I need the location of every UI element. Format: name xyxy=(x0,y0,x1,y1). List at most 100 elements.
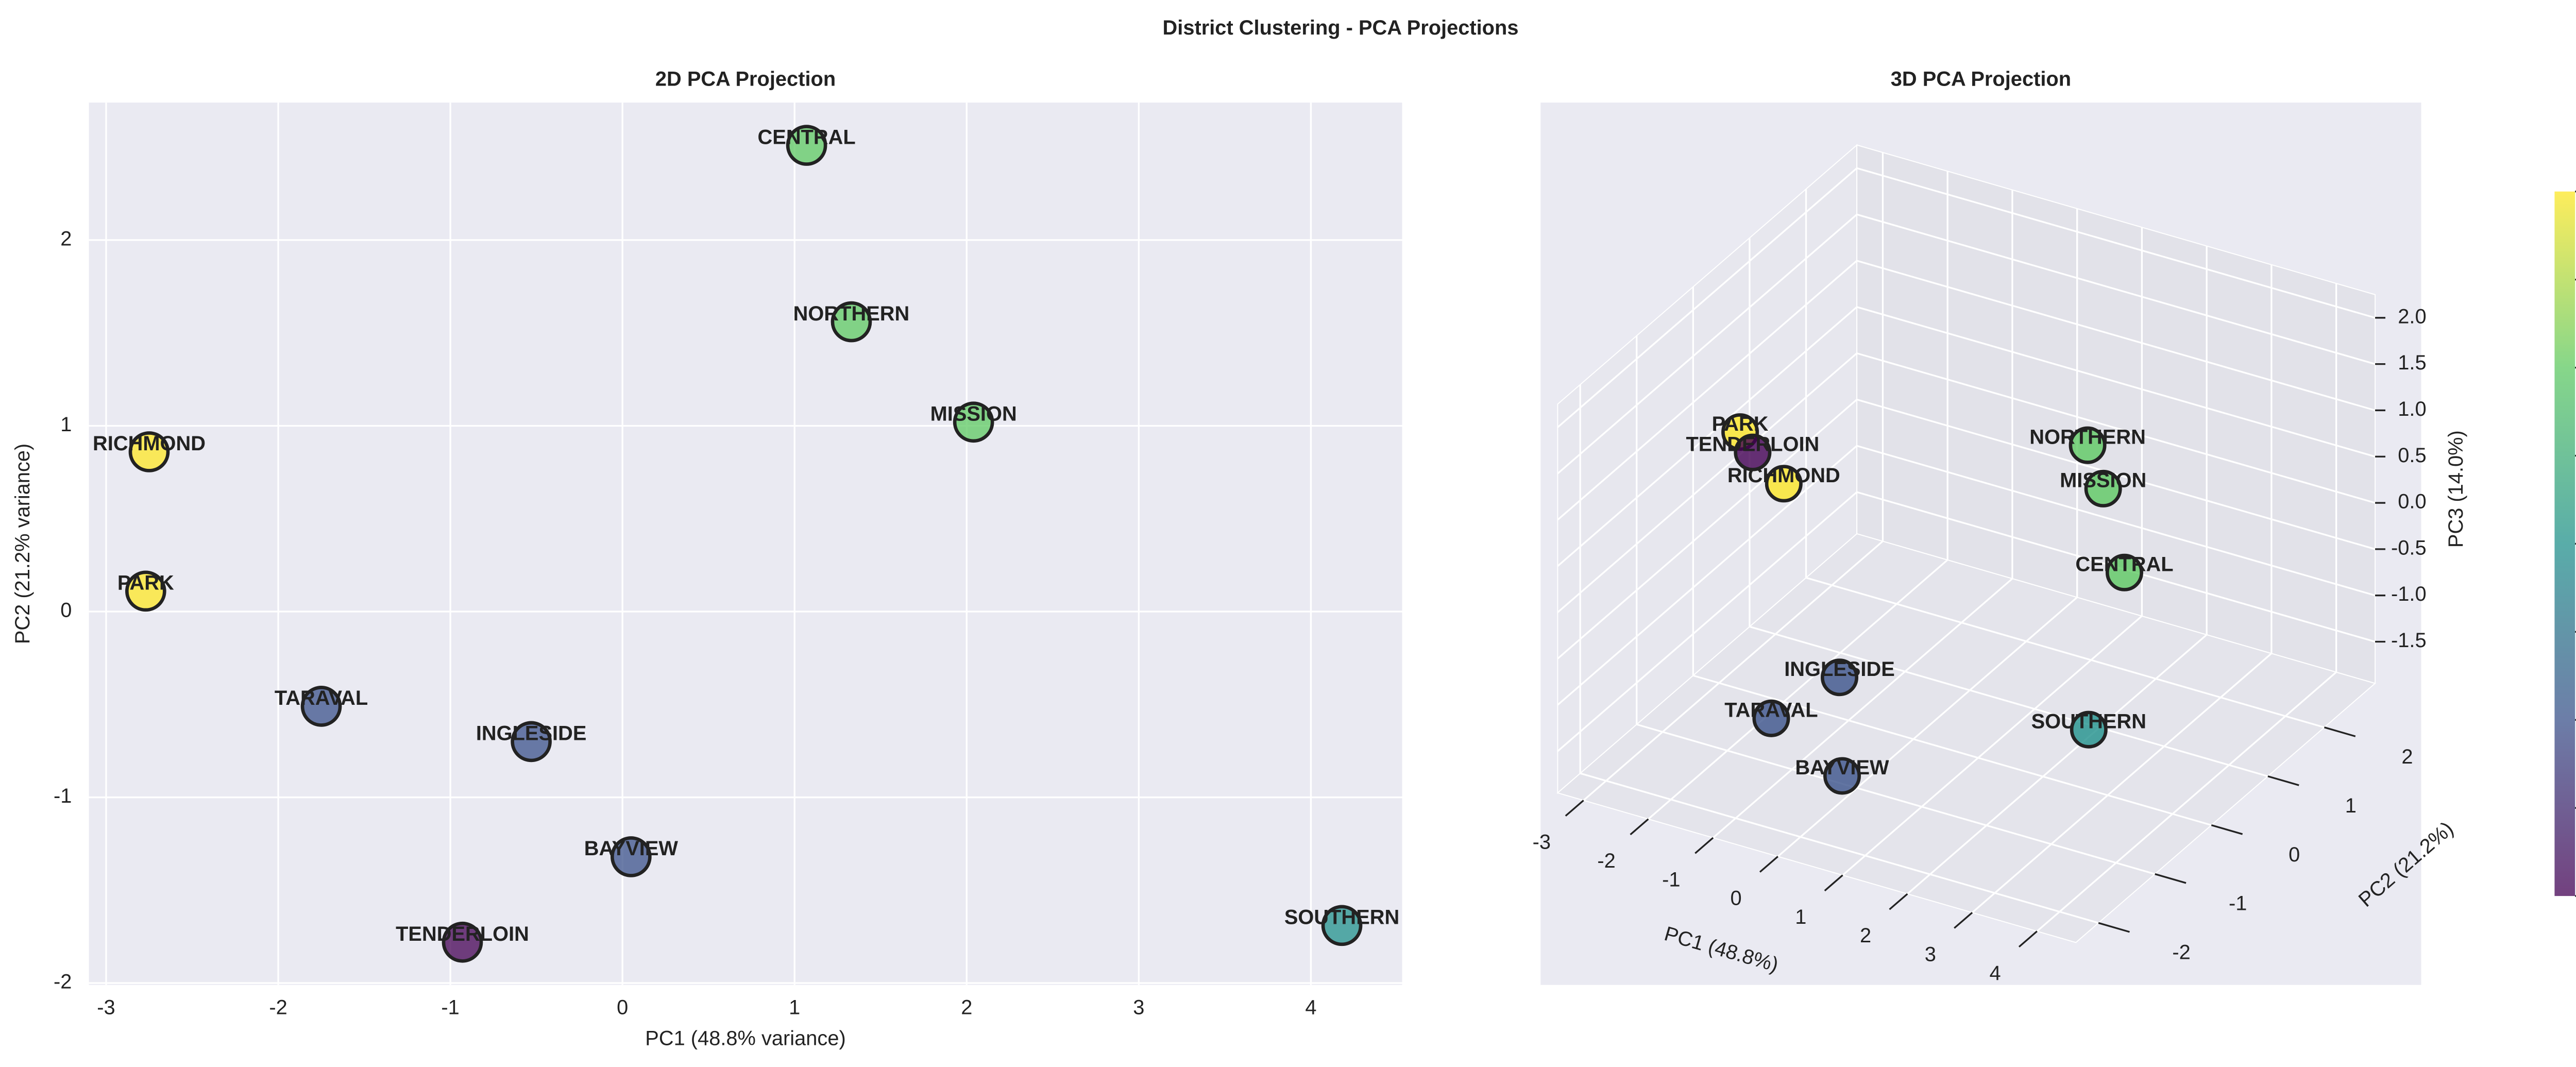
x-tick-label: 2 xyxy=(1860,924,1871,947)
x-tick-label: 3 xyxy=(1133,996,1144,1019)
point-label: CENTRAL xyxy=(2075,553,2173,576)
y-tick-label: 1 xyxy=(60,413,72,436)
x-tick-label: 0 xyxy=(617,996,628,1019)
grid-line xyxy=(1636,723,2156,875)
tick-mark xyxy=(2018,930,2038,947)
grid-line xyxy=(1806,577,2325,729)
grid-line xyxy=(1777,597,2078,857)
point-label: PARK xyxy=(117,572,174,595)
point xyxy=(1765,465,1803,503)
point xyxy=(786,125,827,166)
x-tick-label: 2 xyxy=(961,996,972,1019)
x-tick-label: -1 xyxy=(1662,868,1680,891)
grid-line xyxy=(1856,352,2376,504)
x-tick-label: -2 xyxy=(1597,850,1615,872)
grid-line xyxy=(1583,540,1884,801)
z-tick-label: 0.5 xyxy=(2398,444,2426,467)
point-label: NORTHERN xyxy=(2029,426,2146,448)
x-tick-label: 4 xyxy=(1989,962,2001,985)
point xyxy=(611,836,652,877)
point-label: BAYVIEW xyxy=(1795,756,1889,779)
figure-title: District Clustering - PCA Projections xyxy=(1163,16,1519,39)
point-label: SOUTHERN xyxy=(2031,710,2146,733)
tick-mark xyxy=(2324,726,2356,737)
point-label: TARAVAL xyxy=(1724,699,1818,722)
point xyxy=(2070,710,2108,749)
grid-line xyxy=(1713,578,2013,839)
grid-line xyxy=(1557,445,1858,706)
point-label: MISSION xyxy=(930,403,1017,426)
tick-mark xyxy=(2098,922,2130,933)
grid-line xyxy=(1856,260,2376,412)
z-tick-label: 2.0 xyxy=(2398,305,2426,328)
grid-line xyxy=(1557,352,1858,613)
y-tick-label: -1 xyxy=(2229,892,2247,915)
point xyxy=(300,686,342,727)
point xyxy=(128,431,170,472)
y-tick-label: 2 xyxy=(60,227,72,250)
point xyxy=(511,721,552,763)
x-tick-label: 1 xyxy=(789,996,800,1019)
grid-line xyxy=(1557,491,1858,752)
tick-mark xyxy=(1694,837,1714,854)
point-label: TARAVAL xyxy=(275,687,368,709)
z-tick-label: -0.5 xyxy=(2391,536,2427,559)
grid-line xyxy=(1692,674,2212,826)
point-label: BAYVIEW xyxy=(584,837,679,860)
point xyxy=(1821,658,1859,697)
tick-mark xyxy=(2211,824,2243,835)
grid-line xyxy=(1856,167,2376,319)
x-tick-label: 3 xyxy=(1925,943,1936,966)
grid-line xyxy=(1749,625,2268,777)
grid-line xyxy=(1580,772,2099,924)
point-label: MISSION xyxy=(2060,469,2146,492)
point xyxy=(831,301,872,343)
plot-area xyxy=(89,103,1402,985)
x-tick-label: -1 xyxy=(441,996,459,1019)
z-tick-label: -1.0 xyxy=(2391,583,2427,605)
point xyxy=(1823,757,1861,795)
grid-line xyxy=(1856,445,2376,597)
y-tick-label: -1 xyxy=(54,785,72,807)
point-label: PARK xyxy=(1712,413,1769,435)
y-axis-label: PC2 (21.2% variance) xyxy=(11,444,34,644)
y-tick-label: -2 xyxy=(54,971,72,993)
point xyxy=(953,401,994,443)
x-tick-label: -2 xyxy=(269,996,287,1019)
x-tick-label: 0 xyxy=(1730,887,1741,910)
point-label: SOUTHERN xyxy=(1284,906,1399,929)
z-tick-label: -1.5 xyxy=(2391,629,2427,652)
x-tick-label: -3 xyxy=(97,996,115,1019)
chart-title: 2D PCA Projection xyxy=(655,68,836,91)
grid-line xyxy=(1648,559,1948,820)
grid-line xyxy=(2036,671,2337,932)
point-label: RICHMOND xyxy=(93,432,206,455)
grid-line xyxy=(1907,634,2208,895)
y-tick-label: 0 xyxy=(60,599,72,622)
x-tick-label: -3 xyxy=(1533,831,1551,854)
z-axis-label: PC3 (14.0%) xyxy=(2445,430,2467,548)
grid-line xyxy=(1557,167,1858,428)
tick-mark xyxy=(1565,800,1584,817)
point xyxy=(442,921,483,963)
point xyxy=(1734,433,1772,471)
z-tick-label: 0.0 xyxy=(2398,490,2426,513)
point xyxy=(2069,426,2107,464)
grid-line xyxy=(1557,399,1858,659)
tick-mark xyxy=(1824,874,1843,892)
tick-mark xyxy=(1889,893,1908,910)
colorbar xyxy=(2554,191,2575,896)
point-label: INGLESIDE xyxy=(1784,658,1895,681)
tick-mark xyxy=(2267,775,2299,786)
point xyxy=(1321,905,1363,946)
y-tick-label: 0 xyxy=(2289,843,2300,866)
grid-line xyxy=(1557,260,1858,521)
tick-mark xyxy=(2155,873,2187,884)
grid-line xyxy=(1557,306,1858,567)
point-label: TENDERLOIN xyxy=(396,923,529,945)
grid-line xyxy=(1842,615,2143,876)
point-label: TENDERLOIN xyxy=(1686,433,1819,455)
z-tick-label: 1.5 xyxy=(2398,351,2426,374)
tick-mark xyxy=(1759,856,1778,873)
